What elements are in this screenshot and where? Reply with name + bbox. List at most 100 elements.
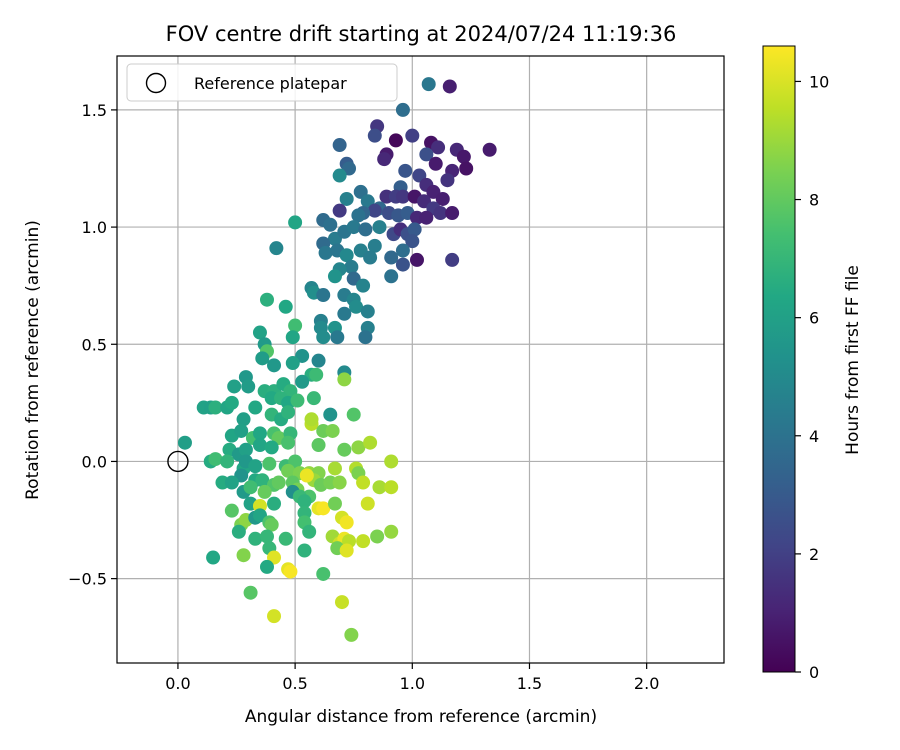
data-point bbox=[327, 269, 342, 284]
data-point bbox=[248, 531, 263, 546]
data-point bbox=[367, 238, 382, 253]
data-point bbox=[358, 222, 373, 237]
data-point bbox=[243, 585, 258, 600]
y-tick-label: 1.0 bbox=[82, 218, 107, 237]
colorbar-tick-label: 4 bbox=[809, 427, 819, 446]
data-point bbox=[459, 161, 474, 176]
data-point bbox=[316, 566, 331, 581]
data-point bbox=[264, 517, 279, 532]
data-point bbox=[264, 440, 279, 455]
data-point bbox=[334, 595, 349, 610]
data-point bbox=[337, 372, 352, 387]
colorbar-tick-label: 2 bbox=[809, 545, 819, 564]
data-point bbox=[384, 480, 399, 495]
data-point bbox=[377, 152, 392, 167]
data-point bbox=[344, 259, 359, 274]
data-point bbox=[267, 496, 282, 511]
data-point bbox=[367, 128, 382, 143]
data-point bbox=[360, 496, 375, 511]
x-axis-label: Angular distance from reference (arcmin) bbox=[245, 707, 597, 727]
data-point bbox=[255, 351, 270, 366]
colorbar-label: Hours from first FF file bbox=[843, 265, 863, 455]
data-point bbox=[351, 440, 366, 455]
data-point bbox=[241, 379, 256, 394]
data-point bbox=[302, 524, 317, 539]
data-point bbox=[297, 494, 312, 509]
data-point bbox=[248, 459, 263, 474]
reference-platepar-marker bbox=[167, 450, 189, 473]
colorbar-ticks: 0 2 4 6 8 10 bbox=[795, 72, 829, 682]
data-point bbox=[224, 503, 239, 518]
data-point bbox=[407, 222, 422, 237]
data-point bbox=[398, 163, 413, 178]
data-point bbox=[224, 395, 239, 410]
data-point bbox=[419, 210, 434, 225]
data-point bbox=[281, 405, 296, 420]
data-point bbox=[356, 475, 371, 490]
data-point bbox=[234, 423, 249, 438]
data-point bbox=[339, 515, 354, 530]
y-tick-label: 1.5 bbox=[82, 101, 107, 120]
data-point bbox=[259, 529, 274, 544]
data-point bbox=[262, 456, 277, 471]
data-point bbox=[288, 215, 303, 230]
data-point bbox=[271, 475, 286, 490]
data-point bbox=[339, 191, 354, 206]
data-point bbox=[309, 367, 324, 382]
legend-marker bbox=[145, 72, 167, 94]
data-point bbox=[372, 220, 387, 235]
data-point bbox=[372, 480, 387, 495]
legend-entry-label: Reference platepar bbox=[194, 74, 347, 93]
data-point bbox=[419, 147, 434, 162]
data-point bbox=[259, 292, 274, 307]
data-point bbox=[384, 524, 399, 539]
data-point bbox=[208, 400, 223, 415]
data-point bbox=[370, 529, 385, 544]
x-tick-label: 0.5 bbox=[282, 674, 307, 693]
legend-box bbox=[126, 63, 398, 102]
data-point bbox=[267, 358, 282, 373]
data-point bbox=[409, 252, 424, 267]
data-point bbox=[332, 168, 347, 183]
y-tick-label: 0.0 bbox=[82, 452, 107, 471]
data-point bbox=[346, 220, 361, 235]
data-point bbox=[363, 435, 378, 450]
colorbar-tick-label: 8 bbox=[809, 191, 819, 210]
data-point bbox=[482, 142, 497, 157]
data-point bbox=[224, 475, 239, 490]
data-point bbox=[290, 393, 305, 408]
data-point bbox=[304, 412, 319, 427]
data-point bbox=[252, 325, 267, 340]
data-point bbox=[384, 250, 399, 265]
colorbar-tick-label: 6 bbox=[809, 309, 819, 328]
data-point bbox=[384, 454, 399, 469]
data-point bbox=[440, 173, 455, 188]
data-point bbox=[257, 484, 272, 499]
data-point bbox=[255, 473, 270, 488]
reference-marker-group bbox=[167, 450, 189, 473]
data-point bbox=[358, 330, 373, 345]
colorbar-tick-label: 0 bbox=[809, 663, 819, 682]
data-point bbox=[405, 234, 420, 249]
data-point bbox=[445, 206, 460, 221]
data-point bbox=[332, 203, 347, 218]
data-point bbox=[351, 208, 366, 223]
data-point bbox=[337, 442, 352, 457]
data-point bbox=[356, 534, 371, 549]
data-point bbox=[339, 248, 354, 263]
data-point bbox=[278, 531, 293, 546]
data-point bbox=[337, 306, 352, 321]
data-point bbox=[367, 203, 382, 218]
data-point bbox=[442, 79, 457, 94]
data-point bbox=[311, 438, 326, 453]
data-point bbox=[297, 543, 312, 558]
data-point bbox=[325, 423, 340, 438]
data-point bbox=[428, 156, 443, 171]
data-point bbox=[220, 454, 235, 469]
data-point bbox=[267, 609, 282, 624]
x-tick-label: 1.0 bbox=[400, 674, 425, 693]
data-point bbox=[208, 452, 223, 467]
x-tick-label: 1.5 bbox=[517, 674, 542, 693]
data-point bbox=[346, 407, 361, 422]
x-tick-label: 0.0 bbox=[165, 674, 190, 693]
